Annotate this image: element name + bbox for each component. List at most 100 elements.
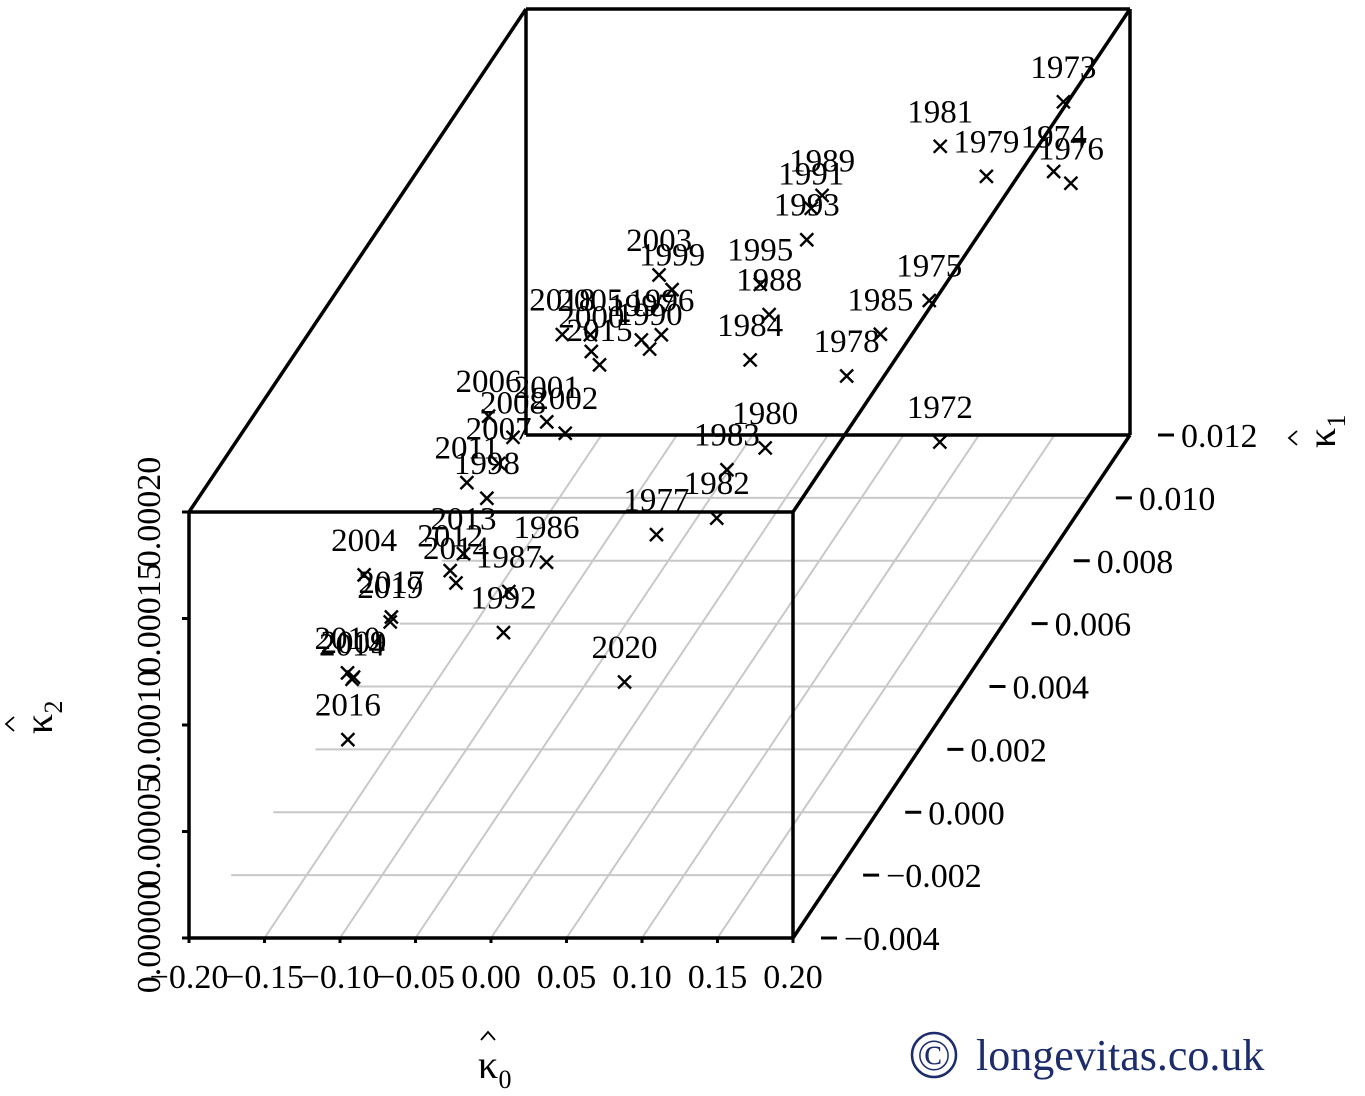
z-tick-label: 0.00020 bbox=[131, 457, 168, 568]
z-tick-label: 0.00010 bbox=[131, 670, 168, 781]
x-marker bbox=[356, 567, 372, 583]
point-label: 2013 bbox=[430, 502, 496, 538]
x-marker bbox=[539, 554, 554, 570]
data-point: 1982 bbox=[684, 466, 750, 526]
x-marker bbox=[799, 232, 815, 248]
x-marker bbox=[344, 671, 360, 687]
x-marker bbox=[1063, 175, 1079, 191]
z-axis-title: κ2 bbox=[4, 701, 68, 734]
point-label: 1976 bbox=[1038, 131, 1104, 167]
data-point: 1977 bbox=[623, 483, 689, 542]
data-point: 1998 bbox=[454, 446, 520, 506]
x-marker bbox=[479, 490, 495, 506]
x-marker bbox=[459, 475, 475, 490]
x-marker bbox=[651, 267, 667, 283]
data-point: 2007 bbox=[466, 411, 532, 471]
x-marker bbox=[814, 188, 830, 203]
data-point: 2013 bbox=[430, 502, 496, 562]
data-point: 1984 bbox=[717, 308, 783, 368]
x-marker bbox=[873, 326, 888, 342]
x-tick-label: 0.15 bbox=[688, 959, 748, 996]
data-point: 2003 bbox=[626, 223, 692, 283]
box-edge bbox=[791, 8, 1132, 513]
y-tick-label: 0.008 bbox=[1097, 544, 1174, 581]
x-axis-title-subscript: 0 bbox=[499, 1065, 512, 1094]
data-point: 1979 bbox=[953, 124, 1019, 184]
x-marker bbox=[505, 429, 521, 445]
bounding-box bbox=[187, 7, 1132, 940]
x-tick-label: 0.05 bbox=[537, 959, 597, 996]
x-marker bbox=[839, 368, 855, 384]
point-label: 1978 bbox=[814, 324, 880, 360]
x-marker bbox=[653, 327, 669, 343]
y-tick-label: 0.012 bbox=[1181, 418, 1258, 455]
y-tick-label: −0.002 bbox=[886, 858, 982, 895]
point-label: 2018 bbox=[529, 283, 595, 319]
data-point: 2020 bbox=[592, 630, 658, 690]
x-marker bbox=[1056, 94, 1071, 110]
y-tick-label: 0.002 bbox=[970, 732, 1047, 769]
point-label: 2010 bbox=[315, 621, 381, 657]
x-marker bbox=[448, 575, 464, 591]
y-tick-label: 0.010 bbox=[1139, 481, 1216, 518]
data-point: 2011 bbox=[435, 431, 499, 490]
y-tick-label: 0.006 bbox=[1055, 607, 1132, 644]
data-point: 1988 bbox=[736, 263, 802, 322]
data-point: 1973 bbox=[1030, 50, 1096, 110]
point-label: 1986 bbox=[514, 510, 580, 546]
y-axis-title: κ1 bbox=[1287, 415, 1351, 448]
x-marker bbox=[442, 563, 458, 578]
x-marker bbox=[1046, 164, 1062, 179]
point-label: 1998 bbox=[454, 446, 520, 482]
data-point: 1975 bbox=[896, 248, 962, 308]
data-point: 1990 bbox=[617, 297, 683, 357]
point-label: 1991 bbox=[778, 156, 844, 192]
x-marker bbox=[709, 510, 725, 526]
point-label: 2012 bbox=[417, 519, 483, 555]
data-point: 2014 bbox=[319, 627, 385, 687]
z-tick-label: 0.00005 bbox=[131, 776, 168, 887]
x-marker bbox=[481, 408, 496, 424]
data-point: 1972 bbox=[907, 390, 973, 450]
point-label: 2020 bbox=[592, 630, 658, 666]
point-label: 2014 bbox=[423, 531, 489, 567]
copyright-icon bbox=[910, 1031, 958, 1079]
x-marker bbox=[554, 327, 570, 342]
x-marker bbox=[491, 456, 506, 471]
x-tick-label: 0.10 bbox=[612, 959, 672, 996]
y-axis-title-hat bbox=[1287, 430, 1298, 446]
x-axis-title-hat bbox=[480, 1030, 496, 1041]
data-point: 1980 bbox=[732, 396, 798, 456]
point-label: 2008 bbox=[480, 385, 546, 421]
data-point: 1974 bbox=[1021, 119, 1087, 179]
data-point: 1991 bbox=[778, 156, 844, 216]
z-axis-title-symbol: κ bbox=[16, 714, 61, 734]
credit: © longevitas.co.uk bbox=[910, 1031, 1264, 1080]
floor-grid bbox=[231, 434, 1088, 939]
point-label: 1989 bbox=[789, 143, 855, 179]
point-label: 1995 bbox=[727, 232, 793, 268]
x-marker bbox=[583, 344, 599, 359]
x-marker bbox=[979, 168, 994, 184]
data-point: 2000 bbox=[558, 299, 624, 359]
z-axis-title-subscript: 2 bbox=[39, 701, 68, 714]
x-marker bbox=[803, 200, 819, 216]
data-point: 2004 bbox=[331, 523, 397, 583]
point-label: 2004 bbox=[331, 523, 397, 559]
point-label: 1979 bbox=[953, 124, 1019, 160]
point-label: 2006 bbox=[456, 364, 522, 400]
point-label: 2000 bbox=[558, 299, 624, 335]
data-point: 1987 bbox=[476, 540, 542, 599]
x-marker bbox=[456, 546, 471, 562]
point-label: 2002 bbox=[532, 381, 598, 417]
point-label: 1996 bbox=[628, 283, 694, 319]
point-label: 1988 bbox=[736, 263, 802, 299]
copyright-symbol: © bbox=[917, 1031, 950, 1080]
point-label: 1983 bbox=[694, 418, 760, 454]
point-label: 1993 bbox=[774, 188, 840, 224]
data-point: 1983 bbox=[694, 418, 760, 478]
data-point: 2016 bbox=[315, 688, 381, 747]
point-label: 1982 bbox=[684, 466, 750, 502]
